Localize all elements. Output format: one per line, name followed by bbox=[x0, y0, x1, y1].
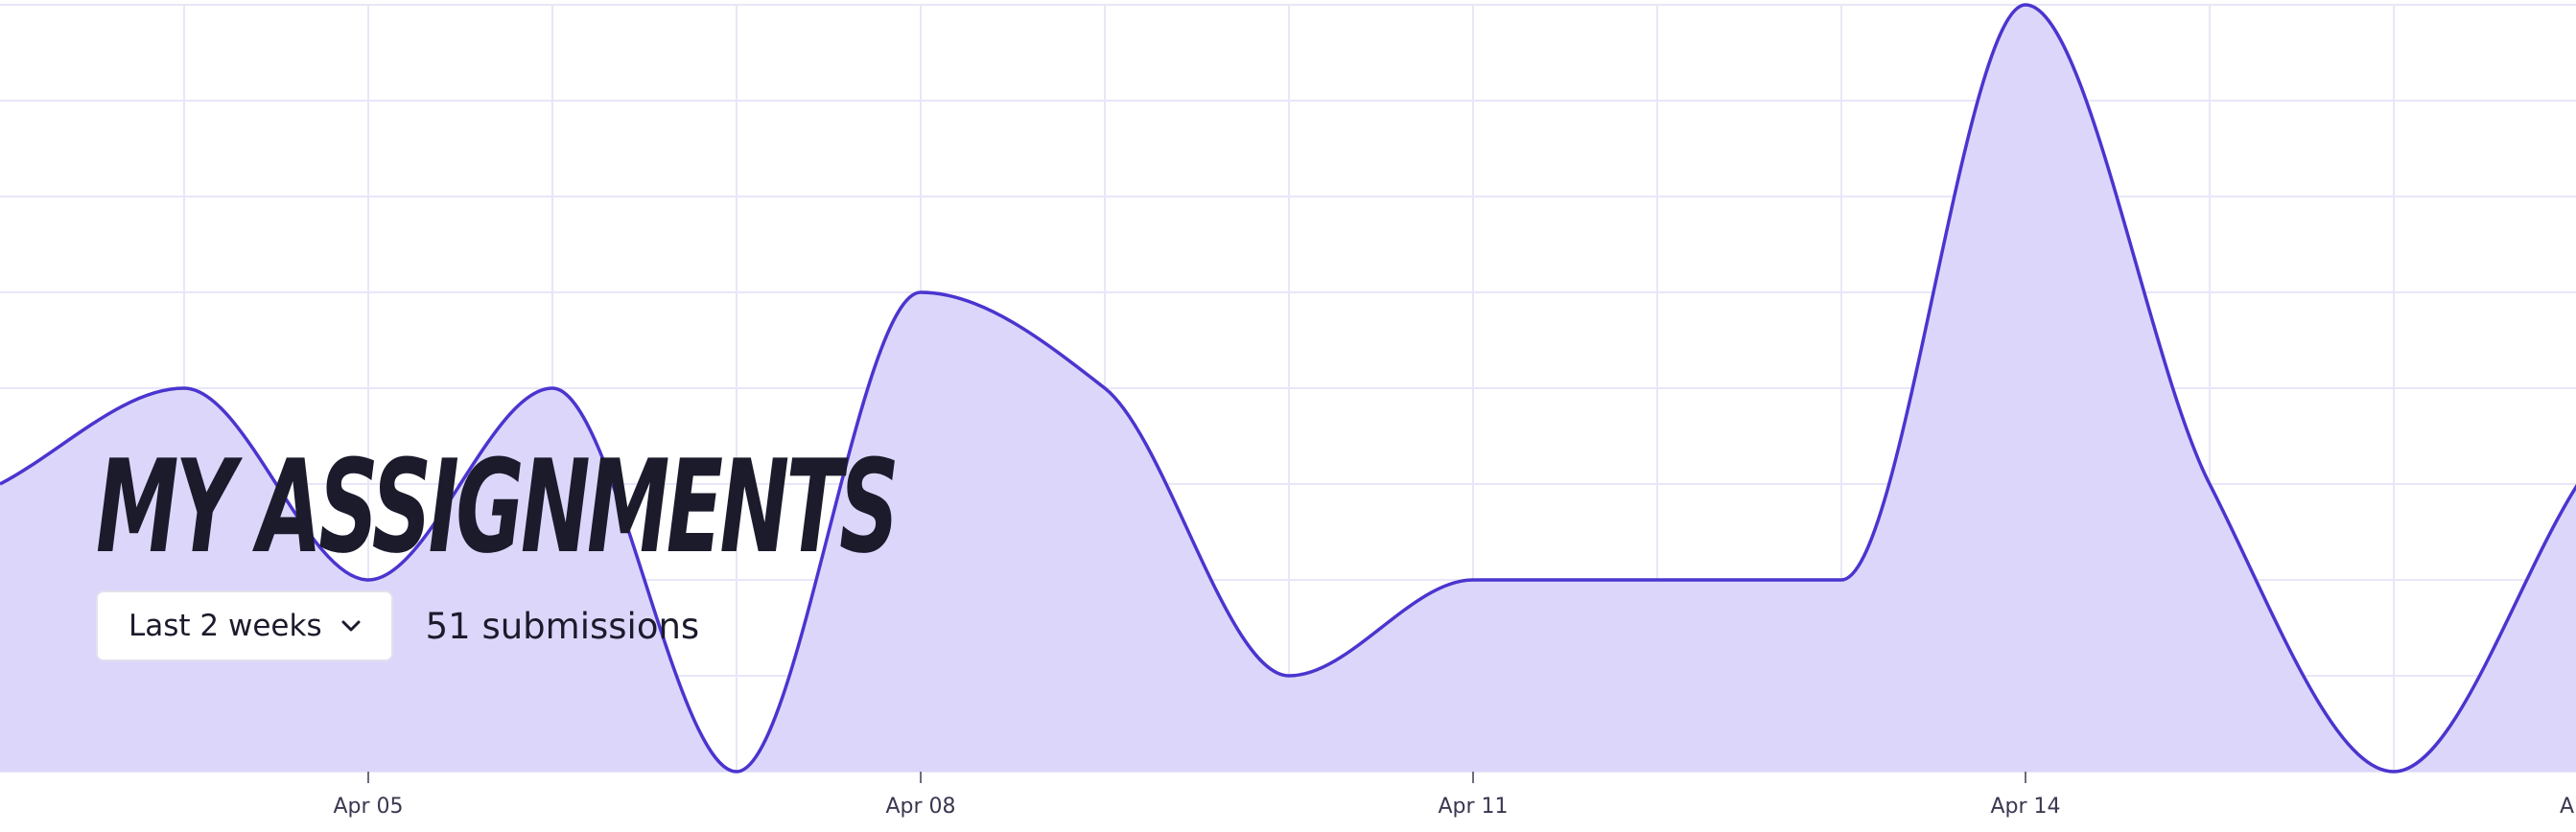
series-line bbox=[0, 3, 2576, 774]
x-tick-label: Apr 05 bbox=[333, 795, 403, 819]
submission-count: 51 submissions bbox=[425, 605, 700, 647]
x-tick-label: Apr bbox=[2560, 795, 2576, 819]
header-overlay: MY ASSIGNMENTS Last 2 weeks 51 submissio… bbox=[96, 443, 1206, 661]
chevron-down-icon bbox=[341, 620, 361, 632]
x-axis: Apr 05 Apr 08 Apr 11 Apr 14 Apr bbox=[333, 772, 2576, 819]
header-controls: Last 2 weeks 51 submissions bbox=[96, 590, 1206, 661]
date-range-label: Last 2 weeks bbox=[129, 609, 322, 643]
x-tick-label: Apr 08 bbox=[885, 795, 955, 819]
date-range-dropdown[interactable]: Last 2 weeks bbox=[96, 590, 393, 661]
x-tick-label: Apr 14 bbox=[1990, 795, 2060, 819]
chart-series bbox=[0, 3, 2576, 774]
page-title: MY ASSIGNMENTS bbox=[96, 432, 900, 582]
x-tick-label: Apr 11 bbox=[1438, 795, 1508, 819]
